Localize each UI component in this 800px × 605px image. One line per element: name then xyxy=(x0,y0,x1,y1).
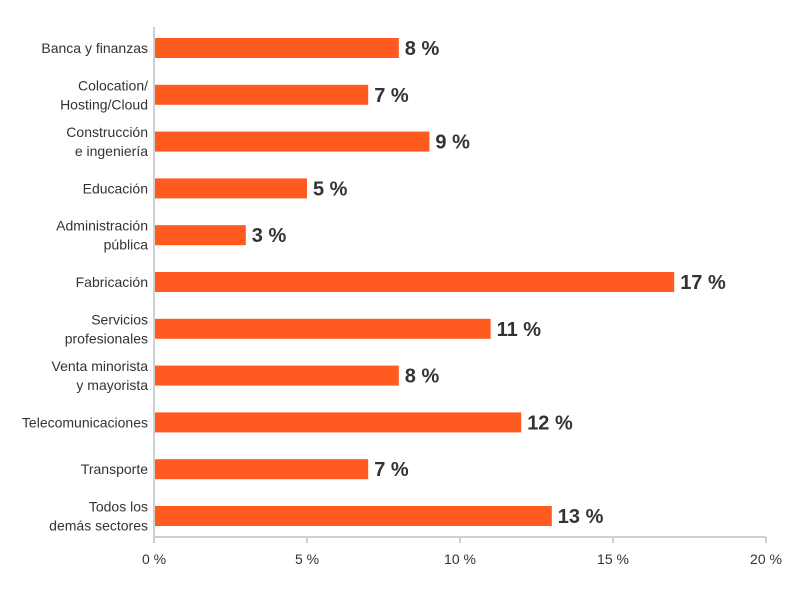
x-tick-label: 15 % xyxy=(597,551,629,567)
data-label: 8 % xyxy=(405,38,440,60)
data-label: 8 % xyxy=(405,366,440,388)
bar xyxy=(155,225,246,246)
data-label: 11 % xyxy=(497,319,542,341)
data-label: 7 % xyxy=(374,459,409,481)
x-tick-label: 0 % xyxy=(142,551,166,567)
bar xyxy=(155,506,552,526)
category-label: Colocation/ xyxy=(78,77,148,93)
bar xyxy=(155,272,675,292)
bar xyxy=(155,318,491,339)
data-label: 12 % xyxy=(527,412,573,434)
data-label: 13 % xyxy=(558,506,604,528)
category-label: Hosting/Cloud xyxy=(60,96,148,112)
x-tick-label: 20 % xyxy=(750,551,782,567)
bar xyxy=(155,412,522,433)
category-label: Fabricación xyxy=(76,274,148,290)
category-label: demás sectores xyxy=(49,518,148,534)
x-tick-label: 5 % xyxy=(295,551,319,567)
bar xyxy=(155,459,369,480)
category-label: Servicios xyxy=(91,311,148,327)
category-label: Administración xyxy=(56,218,148,234)
bar xyxy=(155,84,369,105)
data-label: 5 % xyxy=(313,178,348,200)
data-label: 9 % xyxy=(435,132,470,154)
category-label: pública xyxy=(104,237,149,253)
category-label: Educación xyxy=(83,180,148,196)
x-tick-label: 10 % xyxy=(444,551,476,567)
category-label: y mayorista xyxy=(76,377,148,393)
data-label: 3 % xyxy=(252,225,287,247)
bar xyxy=(155,131,430,152)
category-label: Telecomunicaciones xyxy=(22,414,148,430)
category-label: Todos los xyxy=(89,499,148,515)
bar xyxy=(155,38,399,58)
category-label: e ingeniería xyxy=(75,143,148,159)
bar xyxy=(155,365,399,386)
category-label: Transporte xyxy=(81,461,148,477)
data-label: 17 % xyxy=(680,272,726,294)
category-label: profesionales xyxy=(65,330,148,346)
category-label: Venta minorista xyxy=(52,358,149,374)
category-label: Banca y finanzas xyxy=(41,40,148,56)
data-label: 7 % xyxy=(374,85,409,107)
category-label: Construcción xyxy=(66,124,148,140)
bar xyxy=(155,178,307,199)
